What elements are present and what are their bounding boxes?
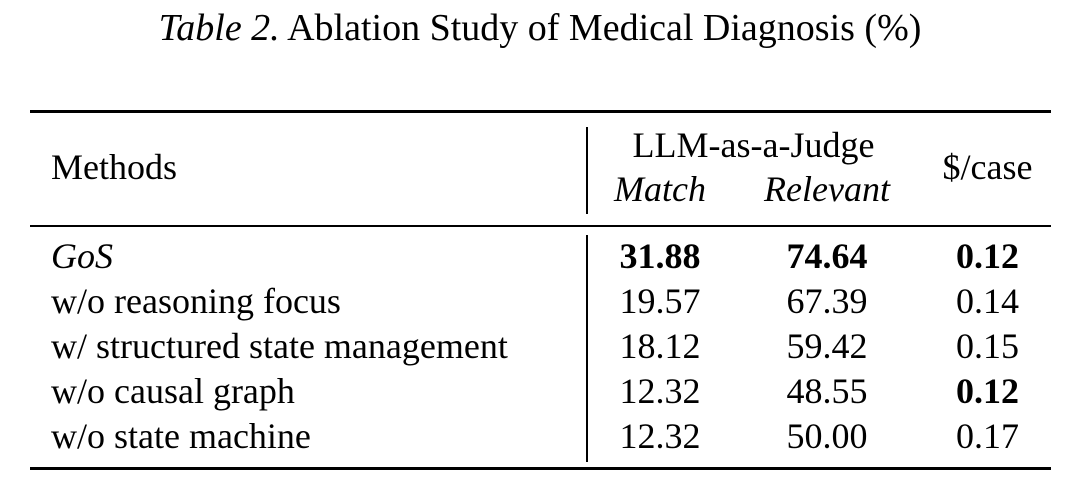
header-rule <box>30 225 1051 227</box>
row-cost: 0.17 <box>956 416 1019 456</box>
row-match: 18.12 <box>619 326 701 366</box>
row-relevant: 50.00 <box>786 416 868 456</box>
row-relevant: 48.55 <box>786 371 868 411</box>
row-cost: 0.12 <box>956 371 1019 411</box>
row-match: 12.32 <box>619 416 701 456</box>
row-match: 12.32 <box>619 371 701 411</box>
table-caption: Table 2. Ablation Study of Medical Diagn… <box>0 6 1080 50</box>
row-relevant: 74.64 <box>786 236 868 276</box>
row-match: 19.57 <box>619 281 701 321</box>
row-method: w/ structured state management <box>51 326 508 366</box>
header-llm-judge: LLM-as-a-Judge <box>632 125 875 165</box>
header-cost: $/case <box>942 147 1033 187</box>
row-method: w/o state machine <box>51 416 311 456</box>
row-cost: 0.15 <box>956 326 1019 366</box>
caption-text: Ablation Study of Medical Diagnosis (%) <box>287 7 922 49</box>
row-match: 31.88 <box>619 236 701 276</box>
row-method: w/o causal graph <box>51 371 295 411</box>
header-methods: Methods <box>51 147 177 187</box>
row-relevant: 67.39 <box>786 281 868 321</box>
caption-label: Table 2. <box>158 7 280 49</box>
header-match: Match <box>614 169 706 209</box>
top-rule <box>30 110 1051 113</box>
row-cost: 0.14 <box>956 281 1019 321</box>
bottom-rule <box>30 467 1051 470</box>
body-column-divider <box>586 235 588 462</box>
row-method: w/o reasoning focus <box>51 281 341 321</box>
header-relevant: Relevant <box>764 169 890 209</box>
row-cost: 0.12 <box>956 236 1019 276</box>
row-relevant: 59.42 <box>786 326 868 366</box>
header-column-divider <box>586 127 588 214</box>
row-method: GoS <box>51 236 113 276</box>
